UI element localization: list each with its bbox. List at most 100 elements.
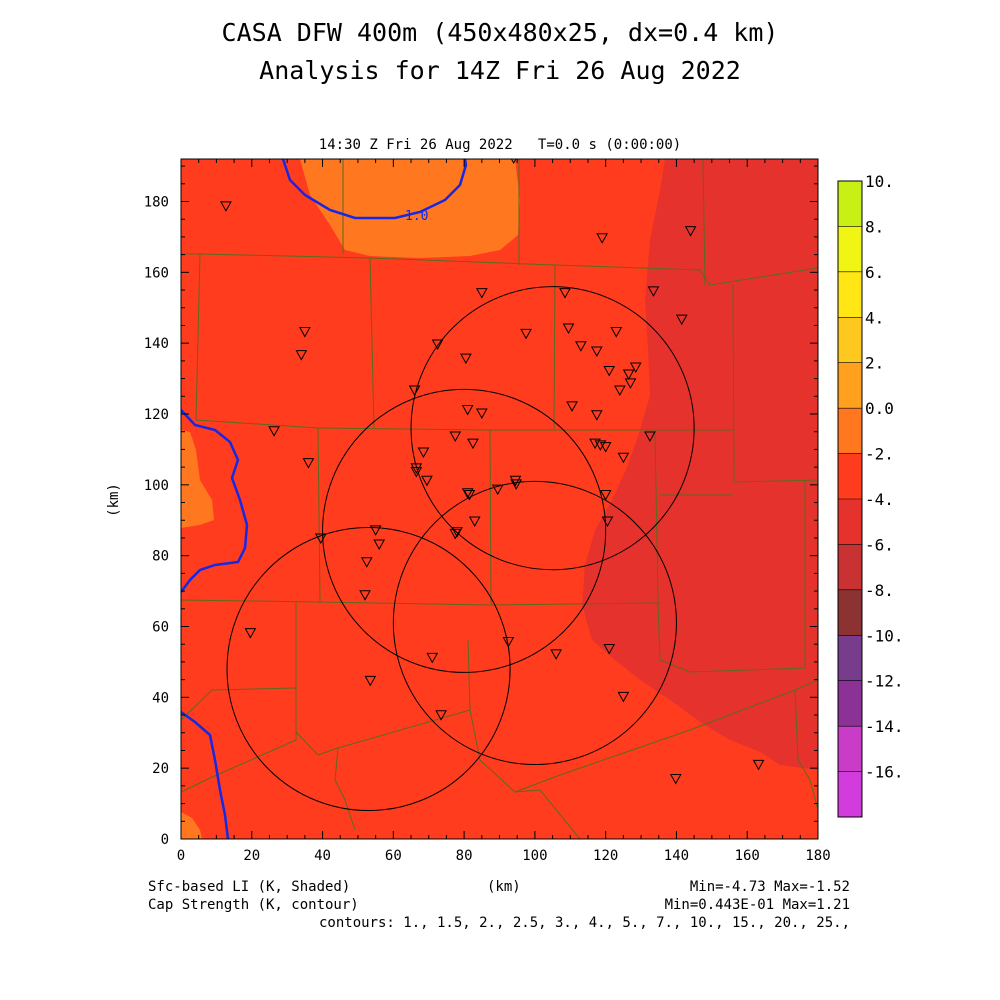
station-marker: [647, 286, 660, 297]
station-marker: [468, 516, 481, 528]
colorbar-label: -12.: [865, 672, 904, 691]
station-marker: [417, 447, 430, 458]
station-marker: [268, 426, 280, 437]
station-marker: [601, 516, 614, 528]
station-marker: [752, 759, 765, 771]
y-tick-label: 40: [152, 690, 169, 706]
colorbar-swatch: [838, 226, 862, 272]
station-marker: [475, 288, 488, 299]
x-tick-label: 80: [456, 848, 473, 864]
station-marker: [566, 401, 578, 412]
station-marker: [449, 431, 462, 443]
contour-label: 1.0: [405, 209, 428, 224]
x-tick-label: 60: [385, 848, 402, 864]
station-marker: [502, 636, 515, 648]
colorbar-label: -8.: [865, 581, 894, 600]
colorbar-label: 2.: [865, 354, 884, 373]
field-contour-label: Cap Strength (K, contour): [148, 897, 359, 913]
radar-ring: [410, 286, 695, 571]
rivers: [181, 159, 468, 839]
colorbar-label: -6.: [865, 535, 894, 554]
station-marker: [590, 410, 603, 421]
station-marker: [599, 442, 612, 453]
colorbar-swatch: [838, 499, 862, 545]
contour-levels: contours: 1., 1.5, 2., 2.5, 3., 4., 5., …: [319, 915, 850, 931]
y-axis: 0 20 40 60 80 100 120 140 160 180: [144, 165, 818, 848]
station-marker: [669, 774, 682, 785]
x-axis-label: (km): [487, 879, 521, 895]
colorbar-label: 6.: [865, 263, 884, 282]
colorbar-swatch: [838, 589, 862, 636]
colorbar-label: -4.: [865, 490, 894, 509]
x-tick-label: 100: [522, 848, 547, 864]
station-marker: [559, 288, 571, 299]
colorbar-swatch: [838, 544, 862, 590]
station-marker: [624, 378, 637, 389]
y-tick-label: 20: [152, 761, 169, 777]
station-marker: [550, 649, 562, 660]
station-marker: [629, 362, 642, 373]
station-marker: [475, 408, 488, 420]
x-axis: 0 20 40 60 80 100 120 140 160 180: [177, 159, 831, 864]
colorbar-label: -2.: [865, 445, 894, 464]
colorbar-swatch: [838, 771, 862, 817]
station-marker: [467, 438, 479, 450]
station-marker: [410, 463, 423, 474]
station-marker: [435, 710, 447, 721]
colorbar-label: 10.: [865, 172, 894, 191]
colorbar-label: 0.0: [865, 399, 894, 418]
station-marker: [244, 628, 257, 639]
colorbar-swatch: [838, 181, 862, 227]
station-marker: [622, 369, 635, 381]
station-marker: [684, 226, 697, 237]
li-shaded-field: [181, 159, 818, 839]
station-marker: [491, 484, 504, 496]
colorbar-swatch: [838, 726, 862, 772]
station-marker: [613, 385, 626, 397]
x-tick-label: 0: [177, 848, 185, 864]
station-marker: [644, 431, 656, 443]
y-tick-label: 0: [161, 832, 169, 848]
map-title-line-2: Analysis for 14Z Fri 26 Aug 2022: [259, 56, 741, 85]
station-marker: [360, 557, 373, 568]
station-marker: [617, 691, 630, 703]
radar-range-rings: [226, 286, 695, 812]
colorbar-label: -14.: [865, 717, 904, 736]
x-tick-label: 20: [243, 848, 260, 864]
station-marker: [421, 475, 433, 487]
station-marker: [220, 201, 232, 212]
station-marker: [364, 675, 377, 687]
station-marker: [302, 458, 315, 469]
station-marker: [562, 323, 575, 335]
station-markers: [220, 159, 765, 785]
colorbar-label: 4.: [865, 308, 884, 327]
y-tick-label: 160: [144, 265, 169, 281]
x-tick-label: 180: [805, 848, 830, 864]
county-boundaries: [181, 159, 818, 839]
y-tick-label: 120: [144, 407, 169, 423]
station-marker: [603, 644, 616, 655]
x-tick-label: 140: [664, 848, 689, 864]
station-marker: [675, 314, 688, 326]
station-marker: [451, 527, 463, 538]
shaded-stats: Min=-4.73 Max=-1.52: [690, 879, 850, 895]
colorbar-swatch: [838, 635, 862, 681]
station-marker: [510, 479, 522, 490]
station-marker: [594, 440, 607, 451]
station-marker: [408, 385, 421, 397]
station-marker: [461, 488, 474, 499]
colorbar-swatch: [838, 362, 862, 409]
colorbar-swatch: [838, 271, 862, 318]
station-marker: [460, 353, 472, 365]
station-marker: [431, 339, 444, 350]
station-marker: [295, 350, 308, 361]
colorbar: 10. 8. 6. 4. 2. 0.0 -2. -4. -6. -8. -10. -12. -14. -1…: [837, 172, 904, 818]
station-marker: [299, 327, 311, 338]
radar-ring: [322, 388, 607, 673]
station-marker: [509, 475, 522, 487]
station-marker: [369, 525, 382, 536]
station-marker: [461, 404, 474, 416]
station-marker: [520, 328, 532, 340]
colorbar-swatch: [838, 453, 862, 499]
valid-time-label: 14:30 Z Fri 26 Aug 2022 T=0.0 s (0:00:00…: [318, 137, 682, 153]
